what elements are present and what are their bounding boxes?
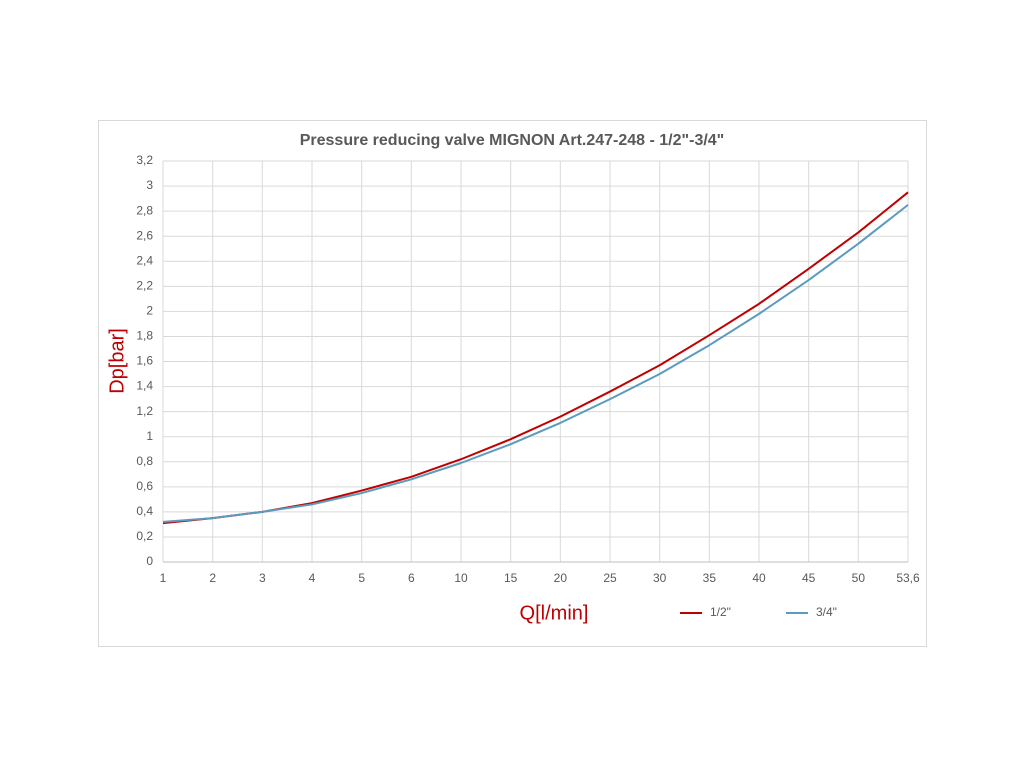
- x-axis-label: Q[l/min]: [520, 602, 589, 624]
- legend-label: 1/2": [710, 605, 731, 619]
- y-tick-label: 2: [146, 304, 153, 318]
- y-tick-label: 1,6: [136, 354, 153, 368]
- y-tick-label: 0,4: [136, 504, 153, 518]
- chart-title: Pressure reducing valve MIGNON Art.247-2…: [300, 132, 725, 149]
- y-tick-label: 1,8: [136, 329, 153, 343]
- x-tick-label: 20: [554, 571, 568, 585]
- x-tick-label: 53,6: [896, 571, 920, 585]
- x-tick-label: 10: [454, 571, 468, 585]
- y-tick-label: 0,8: [136, 454, 153, 468]
- y-tick-label: 2,2: [136, 278, 153, 292]
- x-tick-label: 35: [703, 571, 717, 585]
- chart-frame: [98, 120, 927, 647]
- y-tick-label: 0: [146, 554, 153, 568]
- x-tick-label: 25: [603, 571, 617, 585]
- x-tick-label: 4: [309, 571, 316, 585]
- legend-label: 3/4": [816, 605, 837, 619]
- y-tick-label: 3: [146, 178, 153, 192]
- x-tick-label: 45: [802, 571, 816, 585]
- y-tick-label: 2,6: [136, 228, 153, 242]
- y-tick-label: 2,8: [136, 203, 153, 217]
- x-tick-label: 5: [358, 571, 365, 585]
- x-tick-label: 1: [160, 571, 167, 585]
- x-tick-label: 50: [852, 571, 866, 585]
- y-axis-label: Dp[bar]: [106, 328, 128, 394]
- y-tick-label: 1,4: [136, 379, 153, 393]
- x-tick-label: 2: [209, 571, 216, 585]
- y-tick-label: 3,2: [136, 153, 153, 167]
- x-tick-label: 3: [259, 571, 266, 585]
- y-tick-label: 2,4: [136, 253, 153, 267]
- x-tick-label: 15: [504, 571, 518, 585]
- x-tick-label: 6: [408, 571, 415, 585]
- y-tick-label: 0,6: [136, 479, 153, 493]
- series-line: [162, 204, 909, 523]
- y-tick-label: 1,2: [136, 404, 153, 418]
- y-tick-label: 1: [146, 429, 153, 443]
- x-tick-label: 40: [752, 571, 766, 585]
- y-tick-label: 0,2: [136, 529, 153, 543]
- x-tick-label: 30: [653, 571, 667, 585]
